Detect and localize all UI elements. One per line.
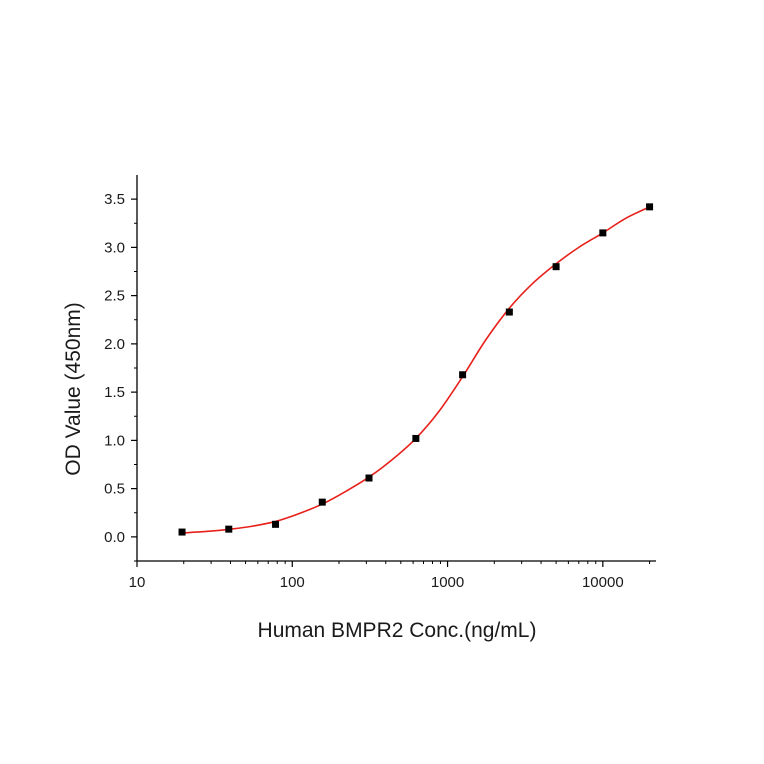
y-axis-title: OD Value (450nm): [62, 302, 85, 476]
data-point: [599, 229, 607, 237]
data-point: [552, 263, 560, 271]
data-point: [365, 474, 373, 482]
fit-curve-group: [181, 206, 650, 534]
data-point: [178, 528, 186, 536]
y-tick-label: 2.5: [104, 288, 125, 305]
x-tick-label: 10000: [582, 574, 624, 591]
y-tick-label: 0.0: [104, 529, 125, 546]
data-point: [646, 203, 654, 211]
data-point: [412, 434, 420, 442]
x-tick-label: 1000: [431, 574, 464, 591]
data-point: [225, 525, 233, 533]
y-tick-label: 1.0: [104, 432, 125, 449]
data-point: [505, 308, 513, 316]
axes: 0.0 0.5 1.0 1.5 2.0 2.5 3.0 3.5 10 100 1000 10000: [104, 175, 656, 591]
data-point: [318, 498, 326, 506]
data-point: [272, 520, 280, 528]
x-tick-label: 10: [129, 574, 146, 591]
x-axis-title: Human BMPR2 Conc.(ng/mL): [258, 619, 537, 642]
data-points-group: [178, 203, 654, 536]
y-tick-label: 2.0: [104, 336, 125, 353]
x-tick-label: 100: [280, 574, 305, 591]
data-point: [459, 371, 467, 379]
y-tick-label: 0.5: [104, 481, 125, 498]
fit-curve-line: [181, 206, 650, 534]
y-tick-label: 1.5: [104, 384, 125, 401]
y-tick-label: 3.0: [104, 239, 125, 256]
y-tick-label: 3.5: [104, 191, 125, 208]
